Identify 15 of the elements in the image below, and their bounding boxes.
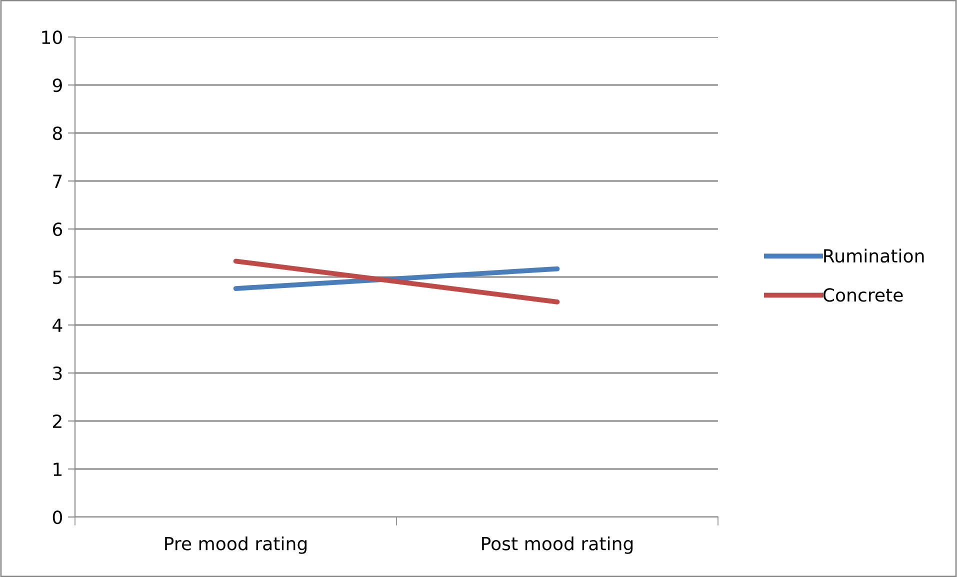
y-tick-label: 2	[53, 414, 62, 428]
y-tick-label: 5	[53, 270, 62, 284]
legend-label: Concrete	[823, 288, 903, 302]
y-tick-label: 1	[54, 462, 62, 476]
y-tick-label: 10	[42, 30, 62, 44]
y-tick-label: 8	[52, 126, 62, 140]
x-tick-label: Post mood rating	[482, 536, 633, 554]
y-tick-label: 3	[53, 366, 62, 380]
y-tick-label: 9	[52, 78, 62, 92]
y-tick-label: 4	[52, 318, 62, 332]
y-tick-label: 0	[52, 510, 62, 524]
y-tick-label: 6	[52, 222, 62, 236]
y-tick-label: 7	[53, 174, 62, 188]
legend-label: Rumination	[824, 248, 924, 263]
x-tick-label: Pre mood rating	[165, 536, 307, 554]
